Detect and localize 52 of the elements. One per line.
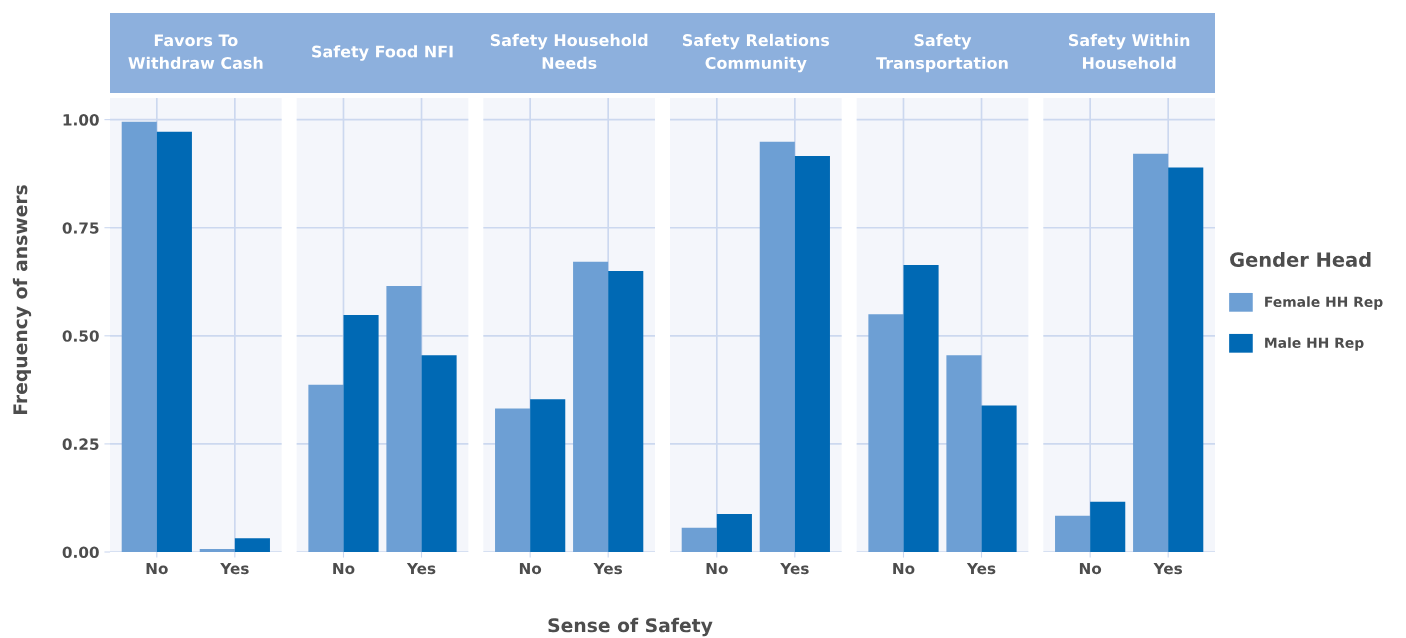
bar (1133, 153, 1169, 552)
bar (868, 314, 904, 552)
y-tick-label: 0.75 (62, 222, 99, 234)
chart-title: Safety Food NFI (312, 45, 453, 61)
legend-label: Female HH Rep (1265, 296, 1383, 310)
chart-title: Safety Relations Community (682, 33, 830, 73)
x-tick-label: Yes (406, 562, 436, 575)
x-tick-label: No (893, 562, 915, 575)
legend-title: Gender Head (1230, 251, 1371, 267)
bar (386, 286, 422, 552)
bar (1055, 515, 1091, 552)
bar (421, 355, 457, 552)
x-tick-label: Yes (780, 562, 809, 575)
bar (573, 261, 609, 552)
bar (716, 513, 752, 552)
bar (530, 399, 566, 552)
y-tick-label: 1.00 (63, 114, 99, 126)
bar (1090, 501, 1126, 552)
y-tick-label: 0.00 (62, 546, 99, 559)
x-tick-label: No (146, 562, 168, 575)
legend-label: Male HH Rep (1265, 337, 1364, 351)
x-tick-label: No (706, 562, 728, 575)
bar (903, 264, 939, 552)
bar (199, 548, 235, 552)
chart-title: Safety Household Needs (490, 33, 648, 70)
x-tick-label: Yes (220, 562, 249, 575)
x-tick-label: No (333, 562, 355, 575)
bar (121, 121, 157, 552)
chart-title: Safety Transportation (876, 33, 1008, 73)
bar (1168, 167, 1204, 552)
bar (495, 408, 531, 552)
bar (981, 405, 1017, 552)
bar (234, 538, 270, 552)
bar (608, 270, 644, 552)
bar (681, 527, 717, 552)
bar (946, 355, 982, 552)
x-axis-title: Sense of Safety (548, 617, 713, 637)
y-axis-title: Frequency of answers (12, 185, 32, 414)
x-tick-label: Yes (1153, 562, 1183, 575)
chart-title: Favors To Withdraw Cash (128, 34, 263, 69)
x-tick-label: No (1079, 562, 1102, 575)
x-tick-label: Yes (966, 562, 996, 575)
x-tick-label: Yes (593, 562, 623, 575)
y-tick-label: 0.25 (62, 438, 99, 450)
y-tick-label: 0.50 (62, 330, 99, 342)
bar (308, 384, 344, 552)
x-tick-label: No (519, 562, 542, 575)
bar (794, 155, 830, 552)
bar (759, 141, 795, 552)
chart-title: Safety Within Household (1069, 33, 1190, 70)
bar (343, 315, 379, 552)
bar (156, 131, 192, 552)
